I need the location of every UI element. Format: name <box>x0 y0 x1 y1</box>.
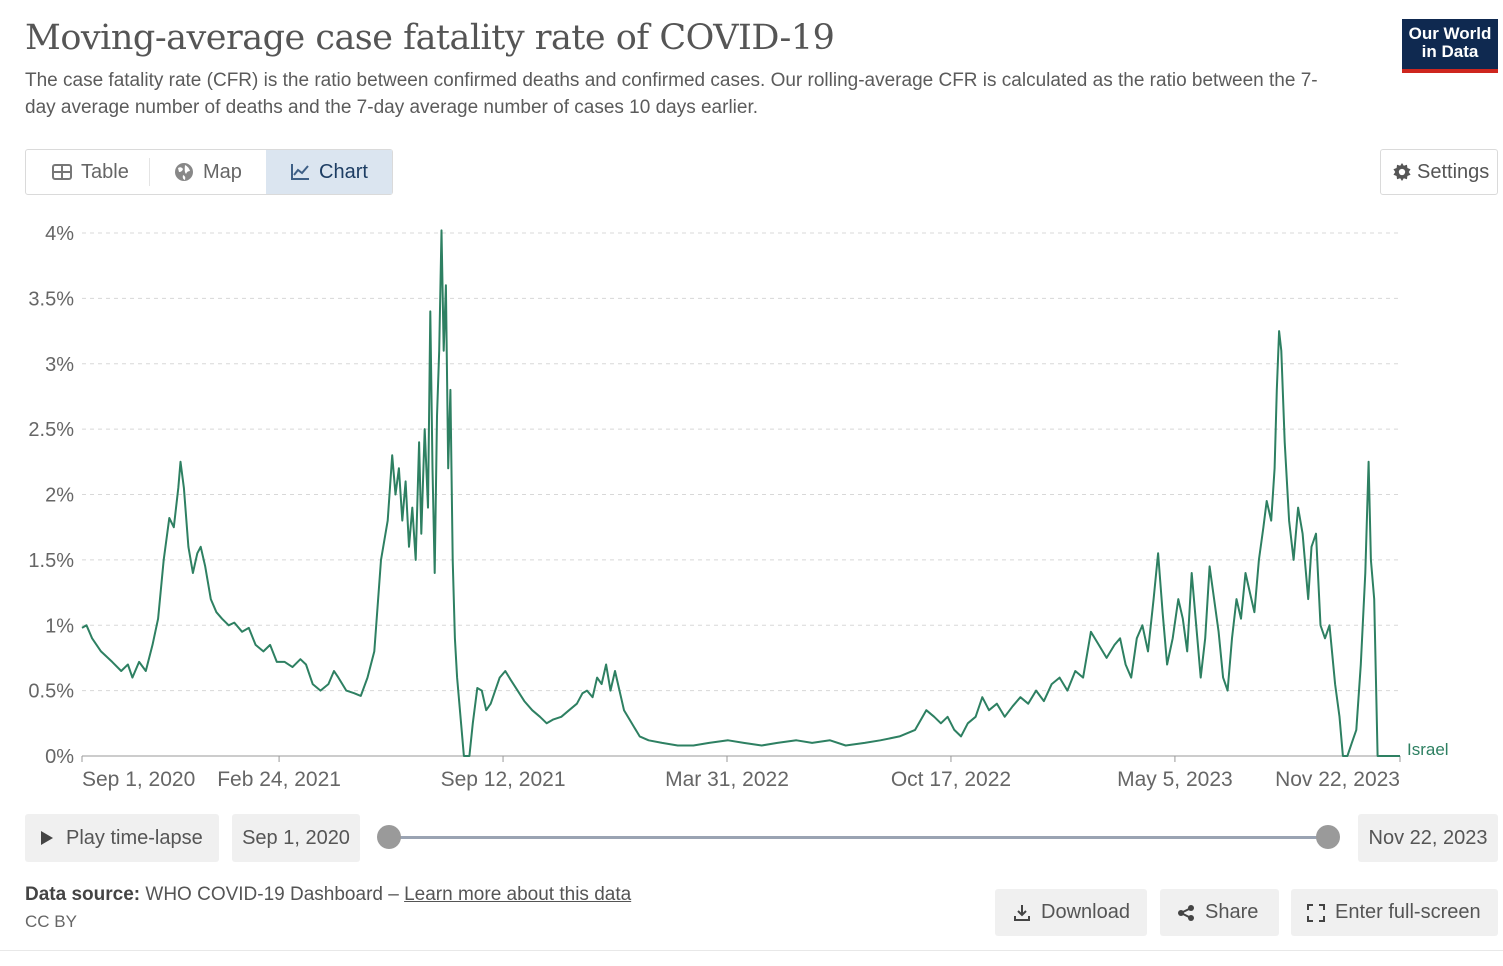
series-label: Israel <box>1407 740 1449 759</box>
share-label: Share <box>1205 901 1259 923</box>
download-label: Download <box>1041 901 1130 923</box>
play-timelapse-button[interactable]: Play time-lapse <box>25 814 219 862</box>
line-chart: 0% 0.5% 1% 1.5% 2% 2.5% 3% 3.5% 4% Sep 1, 2020 Fe… <box>28 223 1449 791</box>
settings-label: Settings <box>1417 160 1490 183</box>
y-tick-label: 2% <box>45 485 74 507</box>
x-tick-label: Feb 24, 2021 <box>217 768 341 791</box>
play-label: Play time-lapse <box>66 826 203 849</box>
logo-line-2: in Data <box>1421 42 1479 61</box>
logo-line-1: Our World <box>1408 24 1492 43</box>
tab-map[interactable]: Map <box>150 150 266 194</box>
play-icon <box>41 831 53 845</box>
x-tick-label: Sep 12, 2021 <box>441 768 566 791</box>
line-chart-icon <box>291 164 309 180</box>
tab-chart-label: Chart <box>319 160 368 183</box>
data-source: Data source: WHO COVID-19 Dashboard – Le… <box>25 884 631 906</box>
timeline-end-date[interactable]: Nov 22, 2023 <box>1358 814 1498 862</box>
tab-map-label: Map <box>203 160 242 183</box>
y-tick-label: 0.5% <box>28 681 74 703</box>
x-tick-label: May 5, 2023 <box>1117 768 1233 791</box>
source-label: Data source: <box>25 884 141 905</box>
tab-table-label: Table <box>81 160 129 183</box>
series-group: Israel <box>81 229 1449 759</box>
download-button[interactable]: Download <box>995 889 1147 936</box>
fullscreen-button[interactable]: Enter full-screen <box>1291 889 1498 936</box>
grid-lines <box>82 232 1400 692</box>
table-icon <box>52 164 72 180</box>
chart-title: Moving-average case fatality rate of COV… <box>25 18 835 58</box>
license-label: CC BY <box>25 912 77 931</box>
y-tick-label: 1.5% <box>28 550 74 572</box>
chart-subtitle: The case fatality rate (CFR) is the rati… <box>25 70 1318 118</box>
y-tick-label: 4% <box>45 223 74 245</box>
expand-icon <box>1307 903 1325 922</box>
settings-button[interactable]: Settings <box>1380 149 1498 195</box>
view-tabs: Table Map Chart <box>25 149 393 195</box>
learn-more-link[interactable]: Learn more about this data <box>404 884 632 905</box>
timeline-start-handle[interactable] <box>377 825 401 849</box>
timeline-slider-track[interactable] <box>389 836 1329 839</box>
x-axis: Sep 1, 2020 Feb 24, 2021 Sep 12, 2021 Mar 3… <box>81 755 1401 791</box>
share-icon <box>1178 904 1194 921</box>
source-value: WHO COVID-19 Dashboard – <box>145 884 405 905</box>
y-tick-label: 3.5% <box>28 288 74 310</box>
timeline-start-date[interactable]: Sep 1, 2020 <box>232 814 360 862</box>
series-line-israel[interactable] <box>81 229 1400 757</box>
tab-table[interactable]: Table <box>26 158 150 186</box>
x-tick-label: Nov 22, 2023 <box>1275 768 1400 791</box>
tab-chart[interactable]: Chart <box>266 150 392 194</box>
gear-icon <box>1393 163 1411 181</box>
owid-logo[interactable]: Our World in Data <box>1402 19 1498 73</box>
y-tick-label: 1% <box>45 615 74 637</box>
share-button[interactable]: Share <box>1160 889 1279 936</box>
globe-icon <box>175 163 193 181</box>
y-tick-label: 2.5% <box>28 419 74 441</box>
x-tick-label: Sep 1, 2020 <box>82 768 195 791</box>
timeline-end-handle[interactable] <box>1316 825 1340 849</box>
footer-divider <box>0 950 1503 951</box>
y-axis: 0% 0.5% 1% 1.5% 2% 2.5% 3% 3.5% 4% <box>28 223 74 768</box>
x-tick-label: Oct 17, 2022 <box>891 768 1011 791</box>
y-tick-label: 0% <box>45 746 74 768</box>
download-icon <box>1014 904 1030 921</box>
x-tick-label: Mar 31, 2022 <box>665 768 789 791</box>
y-tick-label: 3% <box>45 354 74 376</box>
fullscreen-label: Enter full-screen <box>1335 901 1481 923</box>
